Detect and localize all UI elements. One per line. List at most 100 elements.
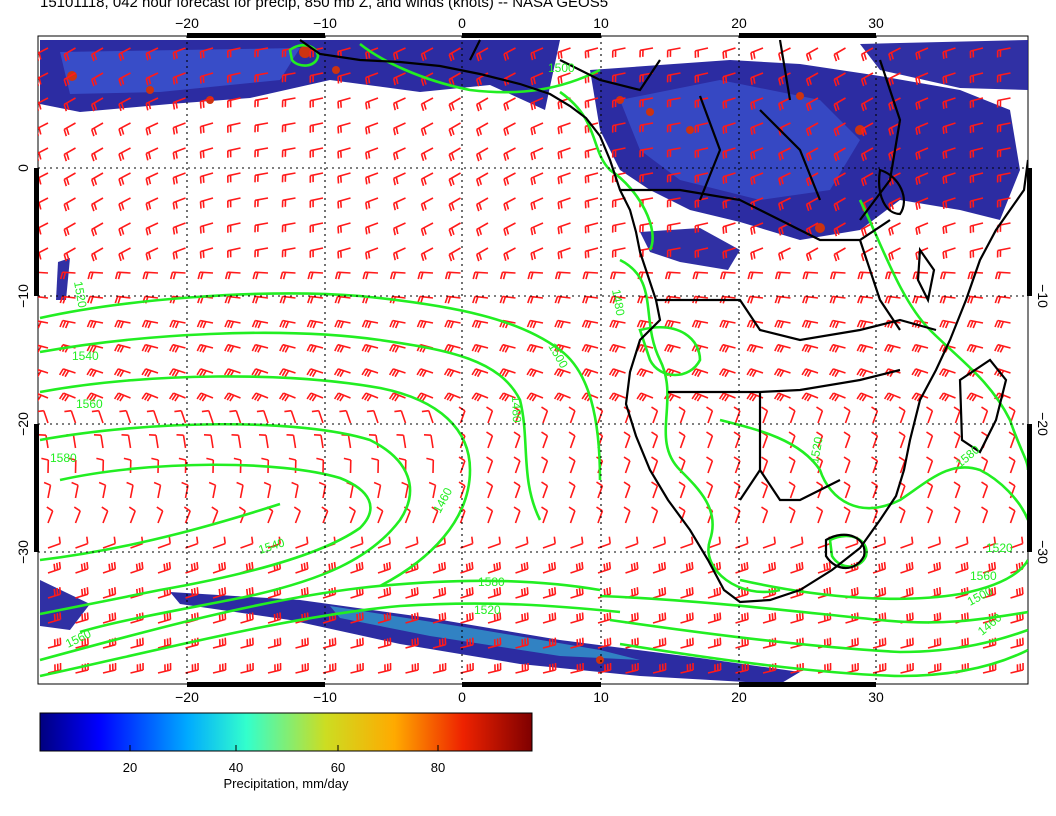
wind-barb xyxy=(38,320,49,329)
wind-barb xyxy=(208,481,217,499)
contour-label: 1540 xyxy=(72,349,99,363)
wind-barb xyxy=(373,481,382,499)
wind-barb xyxy=(996,147,1011,158)
wind-barb xyxy=(487,612,502,624)
wind-barb xyxy=(169,343,186,353)
lon-label-bottom: −10 xyxy=(313,689,337,705)
contour-line xyxy=(39,422,412,634)
wind-barb xyxy=(431,506,439,524)
wind-barb xyxy=(471,368,489,378)
wind-barb xyxy=(460,561,474,574)
wind-barb xyxy=(568,431,576,449)
wind-barb xyxy=(871,431,879,449)
wind-barb xyxy=(888,247,901,261)
wind-barb xyxy=(281,122,296,133)
wind-barb xyxy=(939,343,956,353)
wind-barb xyxy=(267,587,282,599)
wind-barb xyxy=(63,222,76,237)
lake xyxy=(916,246,936,304)
contour-label: 1520 xyxy=(474,603,501,617)
wind-barb xyxy=(942,97,956,109)
wind-barb xyxy=(829,271,846,280)
wind-barb xyxy=(833,122,846,137)
wind-barb xyxy=(350,536,364,549)
coastline xyxy=(299,39,1028,604)
wind-barb xyxy=(114,343,131,353)
wind-barb xyxy=(554,319,571,329)
wind-barb xyxy=(90,247,104,262)
wind-barb xyxy=(293,506,301,524)
wind-barb xyxy=(581,343,599,353)
wind-barb xyxy=(915,222,929,235)
wind-barb xyxy=(212,612,227,624)
wind-barb xyxy=(426,457,435,474)
wind-barb xyxy=(761,406,769,424)
wind-barb xyxy=(102,536,116,549)
wind-barb xyxy=(503,172,516,186)
wind-barb xyxy=(224,271,241,280)
wind-barb xyxy=(817,561,832,574)
wind-barb xyxy=(773,392,791,402)
wind-barb xyxy=(38,122,49,136)
wind-barb xyxy=(229,409,242,424)
precip-core xyxy=(67,71,77,81)
wind-barb xyxy=(448,247,461,262)
wind-barb xyxy=(63,172,76,187)
wind-barb xyxy=(71,481,79,499)
wind-barb xyxy=(802,295,819,304)
wind-barb xyxy=(86,319,104,329)
wind-barb xyxy=(43,481,52,499)
wind-barb xyxy=(392,147,406,161)
wind-barb xyxy=(503,197,516,211)
precip-southwest-patch xyxy=(40,580,90,630)
wind-barb xyxy=(224,319,241,329)
wind-barb xyxy=(582,271,599,280)
wind-barb xyxy=(279,295,296,304)
wind-barb xyxy=(128,506,136,524)
wind-barb xyxy=(227,247,241,258)
wind-barb xyxy=(475,47,489,62)
wind-barb xyxy=(996,47,1011,58)
contour-label: 1560 xyxy=(76,397,103,411)
wind-barb xyxy=(118,147,131,162)
wind-barb xyxy=(254,122,269,133)
wind-barb xyxy=(663,368,681,378)
wind-barb xyxy=(499,271,516,280)
wind-barb xyxy=(722,222,736,234)
wind-barb xyxy=(503,47,516,61)
gridlines xyxy=(38,36,1028,684)
wind-barb xyxy=(856,368,874,378)
wind-barb xyxy=(267,637,282,649)
wind-barb xyxy=(281,247,296,258)
wind-barb xyxy=(942,247,956,259)
wind-barb xyxy=(475,147,489,162)
wind-barb xyxy=(118,72,131,87)
wind-barb xyxy=(554,271,571,280)
wind-barb xyxy=(172,197,186,210)
wind-barb xyxy=(568,506,576,524)
wind-barb xyxy=(394,409,407,424)
wind-barb xyxy=(432,637,447,649)
border xyxy=(668,368,901,394)
wind-barb xyxy=(938,392,956,402)
wind-barb xyxy=(872,662,887,674)
wind-barb xyxy=(900,561,914,574)
border xyxy=(778,39,792,101)
wind-barb xyxy=(350,612,364,624)
wind-barb xyxy=(377,587,392,599)
wind-barb xyxy=(123,457,132,474)
wind-barb xyxy=(694,47,709,58)
wind-barb xyxy=(172,172,186,185)
wind-barb xyxy=(337,222,351,234)
wind-barb xyxy=(833,97,846,112)
wind-barb xyxy=(503,247,516,261)
wind-barb xyxy=(872,587,887,599)
wind-barb xyxy=(199,97,214,109)
wind-barb xyxy=(816,431,824,449)
wind-barb xyxy=(212,662,227,674)
wind-barb xyxy=(90,97,104,112)
wind-barb xyxy=(722,72,736,84)
wind-barb xyxy=(279,343,296,353)
wind-barb xyxy=(557,247,571,260)
wind-barb xyxy=(609,343,626,353)
